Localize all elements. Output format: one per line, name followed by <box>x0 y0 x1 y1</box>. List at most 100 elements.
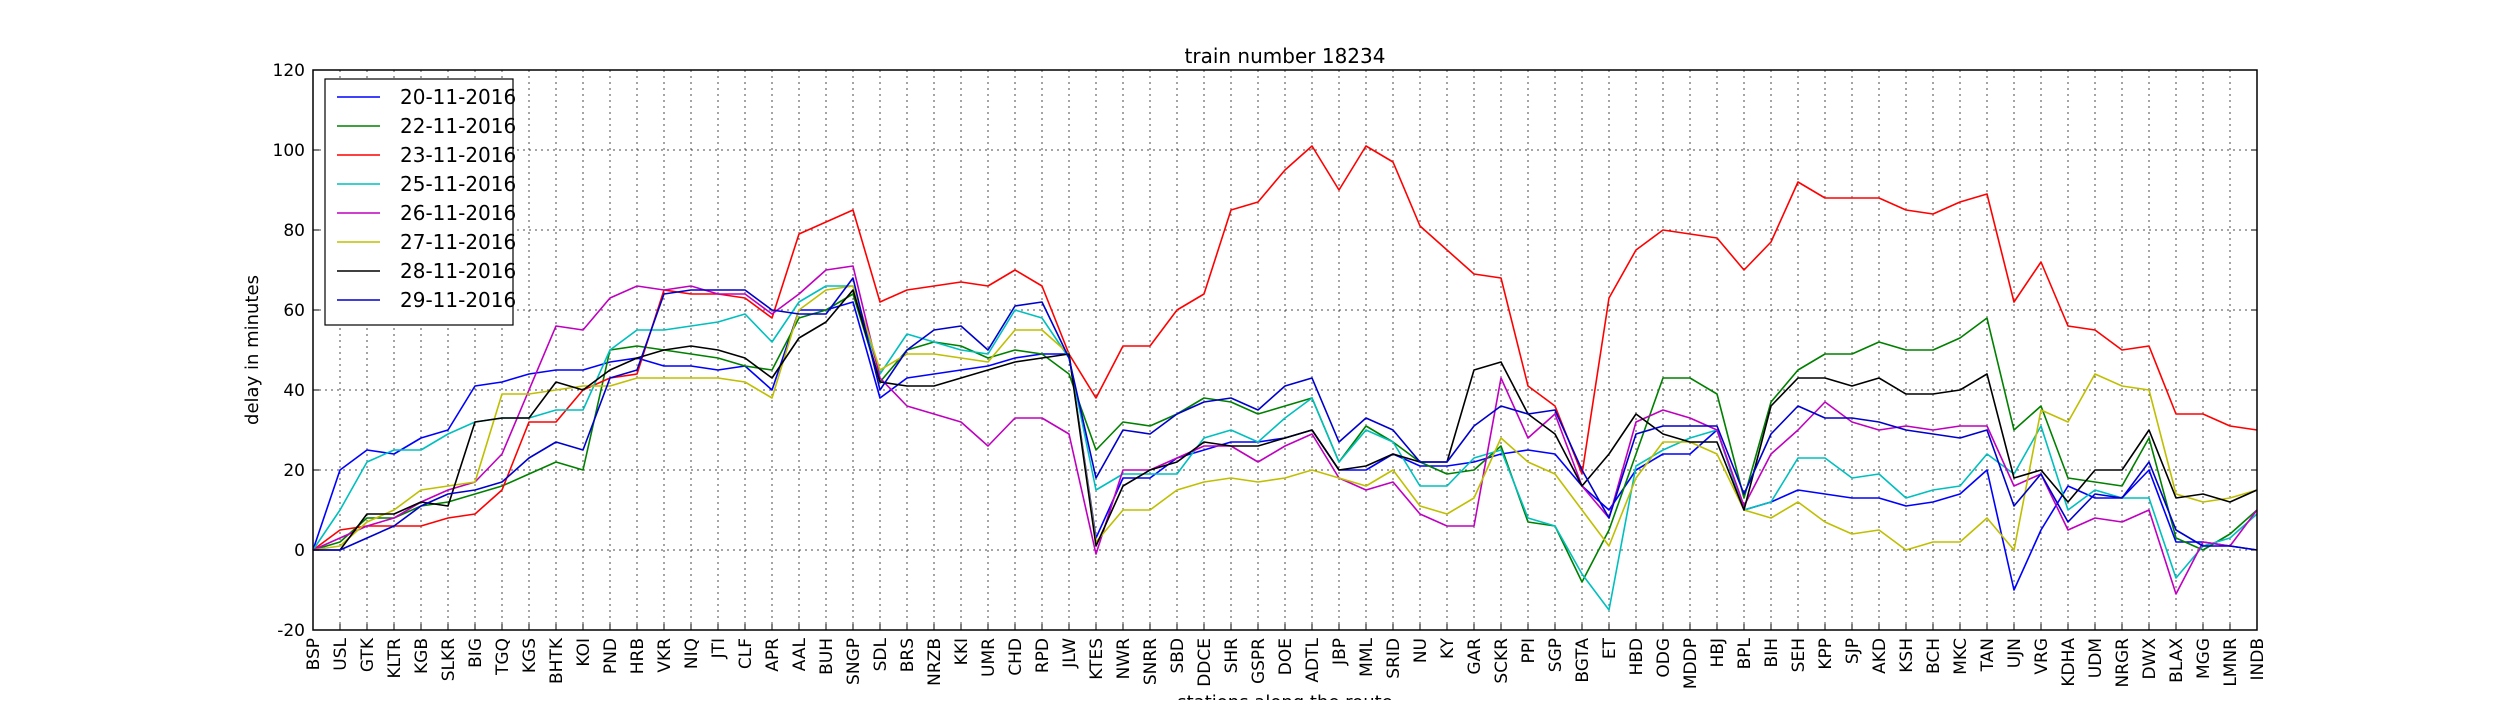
x-tick-label: MKC <box>1951 638 1971 675</box>
y-tick-label: 80 <box>283 221 305 241</box>
legend-box <box>324 78 514 326</box>
series-layer <box>312 145 2258 611</box>
x-tick-label: VRG <box>2032 638 2052 675</box>
series-line-25-11-2016 <box>312 285 2258 611</box>
x-tick-label: DOE <box>1276 638 1296 675</box>
x-tick-label: AAL <box>790 637 810 671</box>
x-tick-label: UDM <box>2086 638 2106 678</box>
y-tick-label: 20 <box>283 461 305 481</box>
y-tick-label: 60 <box>283 301 305 321</box>
x-tick-label: NIQ <box>682 638 702 669</box>
x-tick-label: SRID <box>1384 638 1404 679</box>
legend-label: 20-11-2016 <box>400 85 516 109</box>
x-tick-label: KGB <box>412 638 432 674</box>
x-tick-label: PND <box>601 638 621 674</box>
x-tick-label: GAR <box>1465 638 1485 675</box>
x-tick-label: AKD <box>1870 638 1890 674</box>
x-tick-label: UMR <box>979 638 999 677</box>
x-tick-label: DWX <box>2140 638 2160 680</box>
series-line-23-11-2016 <box>312 145 2258 551</box>
x-tick-label: KOI <box>574 638 594 667</box>
x-tick-label: SJP <box>1843 638 1863 664</box>
x-tick-label: ADTL <box>1303 637 1323 682</box>
chart-title: train number 18234 <box>1185 44 1386 68</box>
x-tick-label: NRZB <box>925 638 945 686</box>
x-tick-label: BLAX <box>2167 638 2187 683</box>
x-tick-label: KTES <box>1087 638 1107 680</box>
x-tick-label: KKI <box>952 638 972 665</box>
grid-layer <box>313 70 2257 630</box>
x-tick-label: BRS <box>898 638 918 672</box>
x-tick-label: SLKR <box>439 638 459 681</box>
x-tick-label: SHR <box>1222 638 1242 674</box>
y-axis-ticks: -20 0 20 40 60 80 100 120 <box>273 61 2257 641</box>
x-tick-label: HBD <box>1627 638 1647 676</box>
x-tick-label: ET <box>1600 637 1620 659</box>
series-line-26-11-2016 <box>312 265 2258 595</box>
x-tick-label: NRGR <box>2113 638 2133 688</box>
legend-label: 27-11-2016 <box>400 230 516 254</box>
x-tick-label: NU <box>1411 638 1431 663</box>
x-tick-label: UJN <box>2005 638 2025 668</box>
legend-label: 22-11-2016 <box>400 114 516 138</box>
x-axis-ticks: BSP USL GTK KLTR KGB SLKR BIG TGQ KGS BHTK KOI PND H… <box>304 624 2268 689</box>
x-tick-label: PPI <box>1519 638 1539 664</box>
x-tick-label: HRB <box>628 638 648 674</box>
x-tick-label: KY <box>1438 637 1458 659</box>
legend-label: 23-11-2016 <box>400 143 516 167</box>
x-tick-label: BGTA <box>1573 638 1593 683</box>
x-tick-label: RPD <box>1033 638 1053 673</box>
x-tick-label: KDHA <box>2059 638 2079 687</box>
x-tick-label: CLF <box>736 638 756 669</box>
x-tick-label: MDDP <box>1681 638 1701 689</box>
x-tick-label: BUH <box>817 638 837 675</box>
x-tick-label: BHTK <box>547 637 567 684</box>
x-tick-label: BIG <box>466 638 486 668</box>
x-tick-label: JBP <box>1330 638 1350 666</box>
x-tick-label: HBJ <box>1708 638 1728 667</box>
x-tick-label: BSP <box>304 638 324 670</box>
y-tick-label: 100 <box>273 141 305 161</box>
x-tick-label: VKR <box>655 638 675 673</box>
x-tick-label: GSPR <box>1249 638 1269 684</box>
x-tick-label: JTI <box>709 638 729 659</box>
x-tick-label: SNGP <box>844 638 864 685</box>
series-line-27-11-2016 <box>312 285 2258 551</box>
x-tick-label: TGQ <box>493 638 513 676</box>
legend: 20-11-2016 22-11-2016 23-11-2016 25-11-2016… <box>324 78 516 326</box>
x-tick-label: JLW <box>1060 638 1080 669</box>
y-tick-label: 40 <box>283 381 305 401</box>
x-tick-label: USL <box>331 637 351 670</box>
x-tick-label: INDB <box>2248 638 2268 680</box>
y-tick-label: 0 <box>294 541 305 561</box>
legend-label: 26-11-2016 <box>400 201 516 225</box>
y-tick-label: 120 <box>273 61 305 81</box>
x-tick-label: SCKR <box>1492 638 1512 684</box>
x-tick-label: TAN <box>1978 638 1998 672</box>
x-tick-label: SDL <box>871 637 891 671</box>
x-tick-label: NWR <box>1114 638 1134 680</box>
x-axis-title: stations along the route <box>1177 692 1392 700</box>
x-tick-label: SEH <box>1789 638 1809 672</box>
x-tick-label: BPL <box>1735 637 1755 669</box>
legend-label: 29-11-2016 <box>400 288 516 312</box>
x-tick-label: KLTR <box>385 638 405 679</box>
legend-label: 25-11-2016 <box>400 172 516 196</box>
x-tick-label: SNRR <box>1141 638 1161 685</box>
legend-label: 28-11-2016 <box>400 259 516 283</box>
x-tick-label: APR <box>763 638 783 672</box>
x-tick-label: KGS <box>520 638 540 673</box>
x-tick-label: KSH <box>1897 638 1917 673</box>
y-tick-label: -20 <box>277 621 305 641</box>
x-tick-label: ODG <box>1654 638 1674 678</box>
x-tick-label: LMNR <box>2221 638 2241 687</box>
x-tick-label: SBD <box>1168 638 1188 674</box>
x-tick-label: DDCE <box>1195 638 1215 687</box>
x-tick-label: MGG <box>2194 638 2214 679</box>
x-tick-label: GTK <box>358 637 378 672</box>
series-line-28-11-2016 <box>313 289 2258 551</box>
series-line-22-11-2016 <box>312 293 2258 583</box>
y-axis-title: delay in minutes <box>242 275 263 425</box>
